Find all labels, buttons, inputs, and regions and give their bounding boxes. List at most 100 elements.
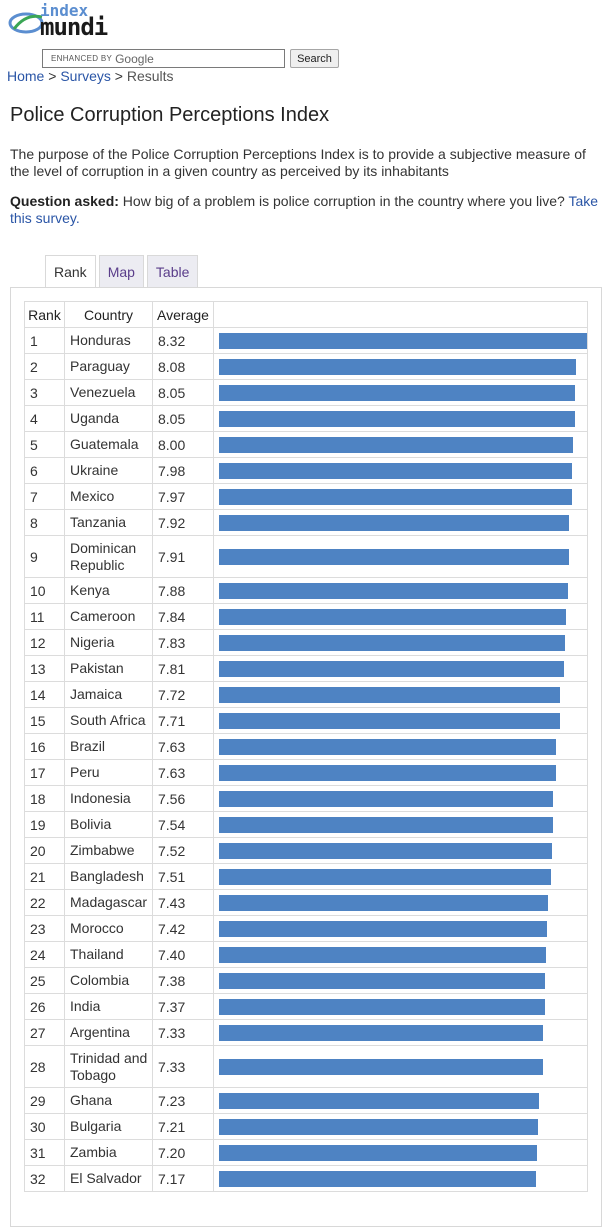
- tab-table[interactable]: Table: [146, 255, 199, 287]
- purpose-text: The purpose of the Police Corruption Per…: [10, 146, 586, 179]
- table-row: 26 India 7.37: [24, 993, 588, 1020]
- value-bar: [219, 514, 570, 531]
- country-cell[interactable]: Honduras: [64, 327, 153, 354]
- value-bar: [219, 1058, 544, 1075]
- rank-cell: 18: [24, 785, 65, 812]
- country-cell[interactable]: Ukraine: [64, 457, 153, 484]
- country-cell[interactable]: Bulgaria: [64, 1113, 153, 1140]
- country-cell[interactable]: Ghana: [64, 1087, 153, 1114]
- value-bar: [219, 608, 566, 625]
- rank-cell: 20: [24, 837, 65, 864]
- table-row: 13 Pakistan 7.81: [24, 655, 588, 682]
- rank-cell: 27: [24, 1019, 65, 1046]
- value-bar: [219, 764, 557, 781]
- country-cell[interactable]: Colombia: [64, 967, 153, 994]
- value-bar: [219, 842, 552, 859]
- table-row: 20 Zimbabwe 7.52: [24, 837, 588, 864]
- country-cell[interactable]: Zimbabwe: [64, 837, 153, 864]
- bar-cell: [213, 1019, 588, 1046]
- search-button[interactable]: Search: [290, 49, 339, 68]
- table-row: 23 Morocco 7.42: [24, 915, 588, 942]
- value-bar: [219, 920, 548, 937]
- average-cell: 7.84: [152, 603, 214, 630]
- value-bar: [219, 894, 548, 911]
- country-cell[interactable]: El Salvador: [64, 1165, 153, 1192]
- value-bar: [219, 868, 552, 885]
- table-row: 4 Uganda 8.05: [24, 405, 588, 432]
- country-cell[interactable]: Argentina: [64, 1019, 153, 1046]
- country-cell[interactable]: Madagascar: [64, 889, 153, 916]
- country-cell[interactable]: Thailand: [64, 941, 153, 968]
- average-cell: 7.33: [152, 1019, 214, 1046]
- country-cell[interactable]: Jamaica: [64, 681, 153, 708]
- country-cell[interactable]: Morocco: [64, 915, 153, 942]
- table-row: 3 Venezuela 8.05: [24, 379, 588, 406]
- table-row: 27 Argentina 7.33: [24, 1019, 588, 1046]
- country-cell[interactable]: Bolivia: [64, 811, 153, 838]
- average-cell: 7.20: [152, 1139, 214, 1166]
- table-row: 30 Bulgaria 7.21: [24, 1113, 588, 1140]
- average-cell: 7.92: [152, 509, 214, 536]
- bar-cell: [213, 483, 588, 510]
- breadcrumb-home[interactable]: Home: [7, 68, 45, 84]
- country-cell[interactable]: Uganda: [64, 405, 153, 432]
- bar-cell: [213, 707, 588, 734]
- bar-cell: [213, 629, 588, 656]
- country-cell[interactable]: Zambia: [64, 1139, 153, 1166]
- page-title: Police Corruption Perceptions Index: [10, 104, 330, 126]
- take-survey-link[interactable]: Take this survey.: [10, 193, 599, 226]
- search-prefix: ENHANCED BY: [51, 54, 113, 63]
- country-cell[interactable]: Dominican Republic: [64, 535, 153, 578]
- country-cell[interactable]: South Africa: [64, 707, 153, 734]
- country-cell[interactable]: Guatemala: [64, 431, 153, 458]
- country-cell[interactable]: Kenya: [64, 577, 153, 604]
- country-cell[interactable]: Pakistan: [64, 655, 153, 682]
- breadcrumb-surveys[interactable]: Surveys: [60, 68, 111, 84]
- average-cell: 8.05: [152, 379, 214, 406]
- bar-cell: [213, 509, 588, 536]
- average-cell: 8.08: [152, 353, 214, 380]
- question-paragraph: Question asked: How big of a problem is …: [10, 193, 600, 227]
- value-bar: [219, 686, 561, 703]
- table-row: 17 Peru 7.63: [24, 759, 588, 786]
- table-row: 9 Dominican Republic 7.91: [24, 535, 588, 578]
- bar-cell: [213, 1113, 588, 1140]
- country-cell[interactable]: Mexico: [64, 483, 153, 510]
- value-bar: [219, 1118, 538, 1135]
- tab-rank[interactable]: Rank: [45, 255, 96, 287]
- average-cell: 7.98: [152, 457, 214, 484]
- country-cell[interactable]: Tanzania: [64, 509, 153, 536]
- breadcrumb: Home > Surveys > Results: [7, 68, 174, 84]
- bar-cell: [213, 811, 588, 838]
- bar-cell: [213, 535, 588, 578]
- country-cell[interactable]: Peru: [64, 759, 153, 786]
- table-row: 22 Madagascar 7.43: [24, 889, 588, 916]
- rank-cell: 3: [24, 379, 65, 406]
- bar-cell: [213, 1087, 588, 1114]
- value-bar: [219, 738, 557, 755]
- country-cell[interactable]: Cameroon: [64, 603, 153, 630]
- header-rank: Rank: [24, 301, 65, 328]
- average-cell: 7.38: [152, 967, 214, 994]
- table-row: 2 Paraguay 8.08: [24, 353, 588, 380]
- rank-cell: 28: [24, 1045, 65, 1088]
- country-cell[interactable]: Bangladesh: [64, 863, 153, 890]
- country-cell[interactable]: Paraguay: [64, 353, 153, 380]
- value-bar: [219, 332, 587, 349]
- rank-cell: 13: [24, 655, 65, 682]
- country-cell[interactable]: Brazil: [64, 733, 153, 760]
- rank-cell: 26: [24, 993, 65, 1020]
- table-row: 7 Mexico 7.97: [24, 483, 588, 510]
- country-cell[interactable]: India: [64, 993, 153, 1020]
- country-cell[interactable]: Trinidad and Tobago: [64, 1045, 153, 1088]
- tab-map[interactable]: Map: [98, 255, 144, 287]
- country-cell[interactable]: Nigeria: [64, 629, 153, 656]
- indexmundi-logo[interactable]: index mundi: [8, 3, 148, 43]
- search-input[interactable]: ENHANCED BY Google: [42, 49, 285, 68]
- rank-cell: 14: [24, 681, 65, 708]
- value-bar: [219, 790, 554, 807]
- country-cell[interactable]: Venezuela: [64, 379, 153, 406]
- country-cell[interactable]: Indonesia: [64, 785, 153, 812]
- logo-text-mundi: mundi: [40, 13, 108, 41]
- rank-cell: 29: [24, 1087, 65, 1114]
